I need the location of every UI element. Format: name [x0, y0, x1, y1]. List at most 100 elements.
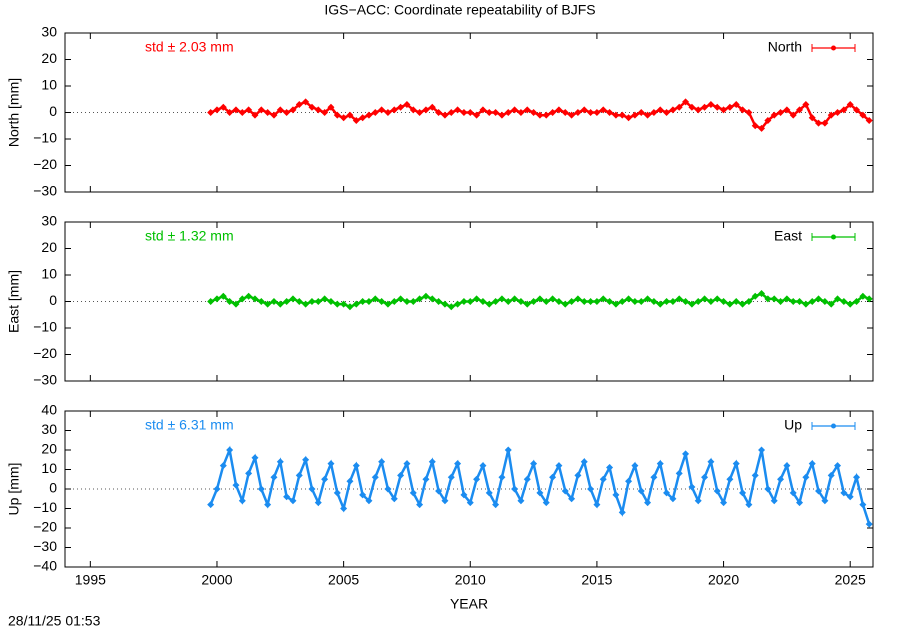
data-point [365, 298, 373, 305]
y-tick-label: 0 [49, 480, 57, 496]
data-point [770, 295, 778, 303]
data-point [441, 111, 449, 119]
data-point [549, 295, 557, 303]
y-tick-label: 40 [41, 402, 57, 418]
data-point [707, 101, 715, 109]
data-point [555, 298, 563, 305]
data-point [846, 300, 854, 308]
data-point [688, 300, 696, 308]
data-point [865, 116, 873, 124]
plot-frame [64, 32, 874, 193]
data-point [802, 300, 810, 308]
data-point [295, 471, 303, 479]
data-point [720, 298, 728, 305]
data-point [840, 298, 848, 305]
data-point [536, 295, 544, 303]
data-point [466, 298, 474, 305]
data-point [568, 298, 576, 305]
data-point [827, 111, 835, 119]
data-point [764, 295, 772, 303]
y-axis-label: East [mm] [6, 270, 22, 333]
data-point [295, 298, 303, 305]
data-point [815, 119, 823, 127]
data-point [536, 489, 544, 497]
data-point [428, 103, 436, 111]
data-point [333, 489, 341, 497]
plot-frame [64, 221, 874, 382]
data-point [865, 520, 873, 528]
data-point [523, 475, 531, 483]
annotation: std ± 1.32 mm [145, 228, 234, 244]
data-point [853, 106, 861, 114]
data-point [390, 298, 398, 305]
data-point [447, 303, 455, 311]
data-point [219, 462, 227, 470]
data-point [479, 462, 487, 470]
data-point [390, 495, 398, 503]
data-point [397, 295, 405, 303]
data-point [384, 485, 392, 493]
x-tick-label: 2015 [581, 572, 612, 588]
data-point [289, 497, 297, 505]
data-point [745, 298, 753, 305]
data-point [409, 489, 417, 497]
data-point [441, 300, 449, 308]
data-point [517, 298, 525, 305]
data-point [314, 298, 322, 305]
data-point [834, 109, 842, 116]
data-point [213, 485, 221, 493]
data-point [321, 295, 329, 303]
data-point [498, 473, 506, 481]
data-point [435, 298, 443, 305]
data-point [302, 456, 310, 464]
y-tick-label: 30 [41, 213, 57, 229]
data-point [409, 106, 417, 114]
data-point [720, 106, 728, 114]
data-point [751, 122, 759, 130]
data-point [802, 473, 810, 481]
data-point [397, 471, 405, 479]
data-point [276, 300, 284, 308]
y-tick-label: 30 [41, 24, 57, 40]
legend-label: North [768, 39, 802, 55]
data-point [226, 298, 234, 305]
data-point [713, 103, 721, 111]
data-point [587, 298, 595, 305]
data-point [758, 290, 766, 298]
data-point [460, 491, 468, 499]
data-point [821, 298, 829, 305]
data-point [865, 295, 873, 303]
data-point [454, 106, 462, 114]
data-point [232, 106, 240, 114]
data-point [593, 109, 601, 116]
data-point [479, 298, 487, 305]
data-point [264, 300, 272, 308]
data-point [238, 109, 246, 116]
data-point [650, 298, 658, 305]
data-point [302, 300, 310, 308]
data-point [352, 462, 360, 470]
data-point [568, 495, 576, 503]
data-point [707, 298, 715, 305]
data-point [688, 103, 696, 111]
data-point [859, 292, 867, 300]
data-point [340, 505, 348, 512]
data-point [777, 109, 785, 116]
y-tick-label: −10 [33, 130, 57, 146]
data-point [536, 111, 544, 119]
data-point [435, 487, 443, 495]
data-point [441, 497, 449, 505]
data-point [492, 298, 500, 305]
data-point [422, 292, 430, 300]
data-point [530, 460, 538, 468]
data-point [644, 295, 652, 303]
data-point [498, 111, 506, 119]
data-point [612, 491, 620, 499]
data-point [454, 460, 462, 468]
data-point [257, 485, 265, 493]
data-point [283, 298, 291, 305]
data-point [675, 469, 683, 477]
data-point [789, 489, 797, 497]
data-point [403, 460, 411, 468]
